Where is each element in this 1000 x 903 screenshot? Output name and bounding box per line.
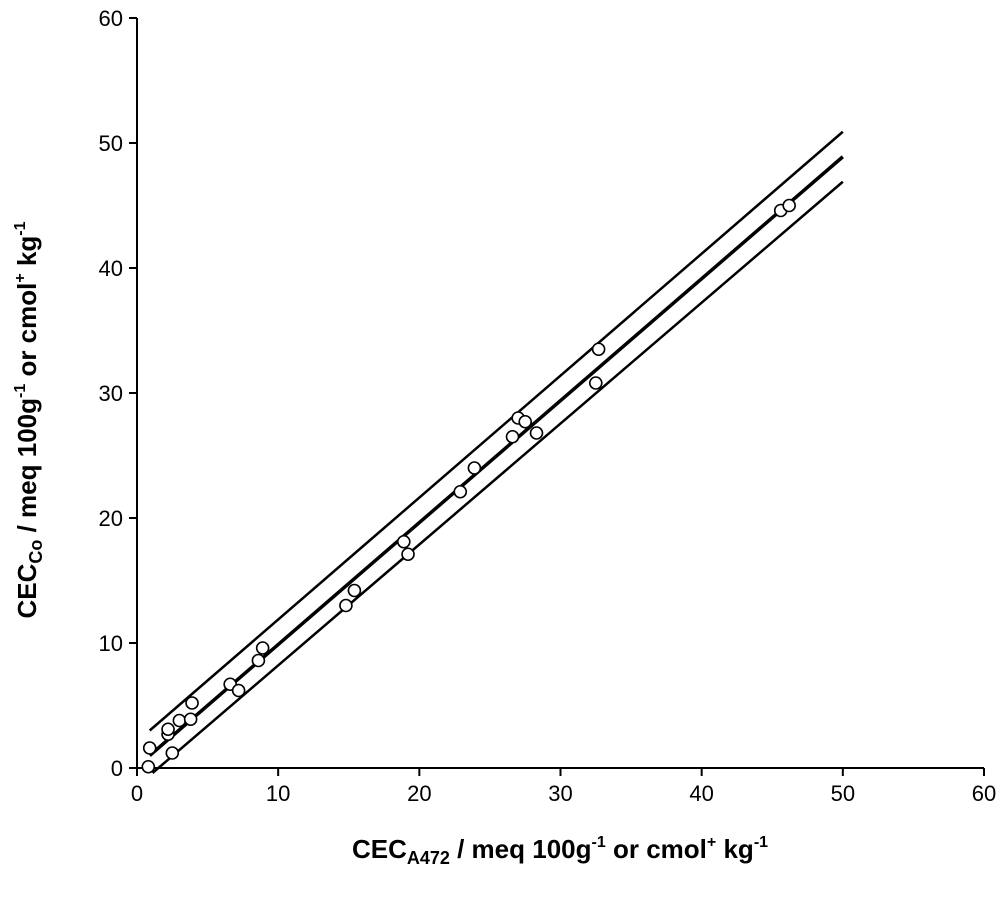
y-tick-label: 60 [99,6,123,31]
x-tick-label: 20 [407,781,431,806]
x-tick-label: 60 [972,781,996,806]
data-point [165,746,180,760]
axes: 0 10 20 30 40 50 60 0 10 20 30 40 50 60 [99,6,997,806]
data-points [141,198,796,774]
data-point [453,484,468,499]
x-tick-label: 10 [266,781,290,806]
fit-lines [148,130,844,774]
data-point [401,547,415,562]
x-tick-label: 40 [689,781,713,806]
data-point [251,653,266,668]
y-tick-label: 50 [99,131,123,156]
data-point [397,534,411,549]
data-point [255,641,270,655]
lower-bound-line [151,180,844,774]
x-tick-label: 50 [831,781,855,806]
y-tick-label: 30 [99,381,123,406]
regression-line [148,155,844,757]
data-point [185,696,199,710]
y-axis-label: CECCo / meq 100g-1 or cmol+ kg-1 [12,221,46,618]
data-point [172,713,187,728]
x-axis-label: CECA472 / meq 100g-1 or cmol+ kg-1 [352,834,768,868]
data-point [518,414,533,429]
data-point [588,376,603,390]
x-tick-label: 30 [548,781,572,806]
data-point [231,683,246,698]
x-tick-label: 0 [131,781,143,806]
y-tick-label: 0 [111,756,123,781]
data-point [782,198,796,213]
data-point [142,741,157,755]
data-point [591,342,606,357]
y-tick-label: 40 [99,256,123,281]
y-tick-label: 20 [99,506,123,531]
data-point [505,429,520,444]
data-point [347,583,362,598]
data-point [161,722,175,737]
data-point [339,598,353,613]
data-point [141,759,156,774]
data-point [183,712,198,727]
data-point [467,461,482,475]
upper-bound-line [148,130,844,732]
data-point [529,426,544,440]
y-tick-label: 10 [99,631,123,656]
